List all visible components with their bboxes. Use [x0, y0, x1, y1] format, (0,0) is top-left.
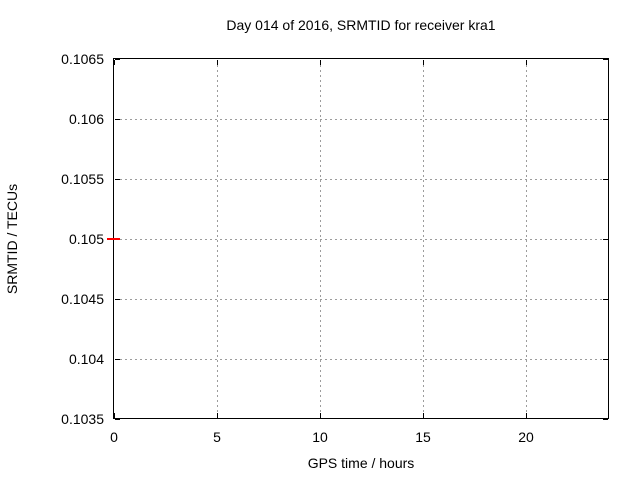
- x-tick-mark-bottom: [114, 412, 115, 418]
- x-axis-label: GPS time / hours: [307, 455, 415, 471]
- x-tick-mark-top: [526, 59, 527, 65]
- x-tick-mark-top: [320, 59, 321, 65]
- x-tick-mark-top: [114, 59, 115, 65]
- gridline-horizontal: [114, 299, 608, 300]
- gridline-horizontal: [114, 359, 608, 360]
- y-tick-mark-right: [602, 59, 608, 60]
- y-tick-label: 0.1055: [61, 171, 104, 187]
- gridline-horizontal: [114, 179, 608, 180]
- x-tick-mark-bottom: [320, 412, 321, 418]
- x-tick-label: 0: [110, 429, 118, 445]
- x-tick-mark-bottom: [217, 412, 218, 418]
- y-tick-label: 0.104: [68, 351, 104, 367]
- gridline-vertical: [320, 59, 321, 418]
- y-tick-mark-left: [114, 419, 120, 420]
- x-tick-label: 10: [312, 429, 328, 445]
- y-tick-mark-left: [114, 179, 120, 180]
- y-tick-mark-left: [114, 359, 120, 360]
- gridline-vertical: [217, 59, 218, 418]
- x-tick-mark-top: [217, 59, 218, 65]
- y-tick-mark-right: [602, 239, 608, 240]
- y-tick-mark-right: [602, 179, 608, 180]
- gridline-vertical: [423, 59, 424, 418]
- x-tick-mark-bottom: [423, 412, 424, 418]
- x-tick-label: 5: [213, 429, 221, 445]
- y-tick-label: 0.1065: [61, 51, 104, 67]
- y-tick-mark-right: [602, 359, 608, 360]
- y-tick-mark-right: [602, 419, 608, 420]
- y-tick-label: 0.1035: [61, 411, 104, 427]
- data-point-marker: [107, 238, 120, 240]
- gridline-horizontal: [114, 239, 608, 240]
- gridline-vertical: [526, 59, 527, 418]
- y-tick-label: 0.105: [68, 231, 104, 247]
- x-tick-mark-bottom: [526, 412, 527, 418]
- y-tick-mark-left: [114, 299, 120, 300]
- y-tick-mark-right: [602, 119, 608, 120]
- y-tick-mark-left: [114, 119, 120, 120]
- y-tick-label: 0.106: [68, 111, 104, 127]
- x-tick-label: 20: [518, 429, 534, 445]
- x-tick-mark-top: [423, 59, 424, 65]
- chart-title: Day 014 of 2016, SRMTID for receiver kra…: [226, 17, 496, 33]
- y-tick-label: 0.1045: [61, 291, 104, 307]
- x-tick-label: 15: [415, 429, 431, 445]
- y-tick-mark-right: [602, 299, 608, 300]
- gridline-horizontal: [114, 119, 608, 120]
- y-tick-mark-left: [114, 59, 120, 60]
